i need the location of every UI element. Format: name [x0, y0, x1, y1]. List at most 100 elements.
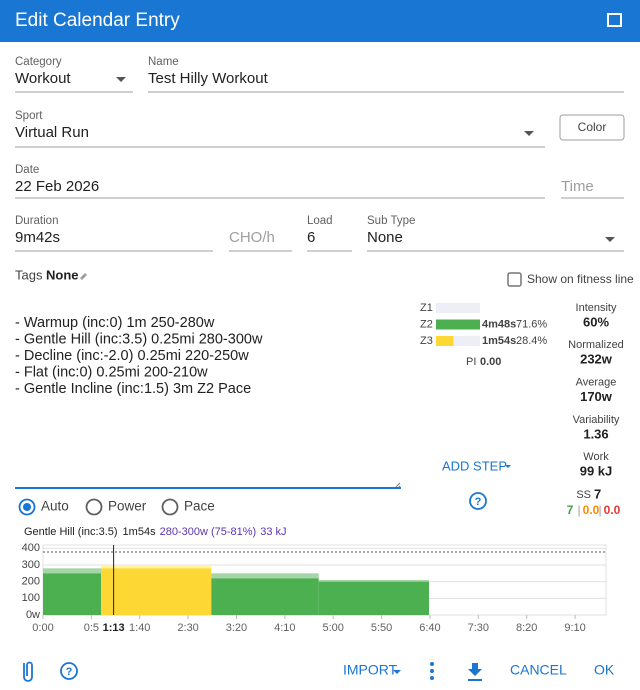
ss-part: 7 [567, 503, 574, 517]
radio[interactable] [85, 498, 103, 516]
help-glyph: ? [66, 666, 73, 678]
description-line: - Decline (inc:-2.0) 0.25mi 220-250w [15, 348, 249, 364]
dropdown-arrow[interactable] [605, 237, 615, 242]
dropdown-arrow[interactable] [116, 77, 126, 82]
step-range [318, 580, 429, 582]
add-step-button[interactable]: ADD STEP [442, 458, 507, 473]
stat-label: Variability [573, 414, 620, 426]
radio[interactable] [18, 498, 36, 516]
ss-label: SS [576, 489, 591, 501]
stat-value: 1.36 [583, 426, 608, 441]
zone-bar [436, 319, 480, 330]
field-label: Name [148, 56, 179, 68]
step-bar [101, 568, 212, 615]
ss-part: 0.0 [583, 503, 600, 517]
step-bar [318, 581, 429, 615]
stat-label: Normalized [568, 339, 624, 351]
x-tick-label: 5:50 [371, 622, 392, 634]
stat-label: Intensity [576, 302, 617, 314]
field-placeholder: CHO/h [229, 229, 275, 246]
zone-track [436, 336, 480, 346]
x-tick-label: 3:20 [226, 622, 247, 634]
dialog-title: Edit Calendar Entry [15, 10, 180, 31]
dropdown-arrow[interactable] [505, 465, 511, 468]
x-tick-label: 5:00 [322, 622, 343, 634]
y-tick-label: 300 [22, 559, 40, 571]
x-tick-label: 7:30 [468, 622, 489, 634]
x-tick-label: 4:10 [274, 622, 295, 634]
radio-label: Power [108, 499, 147, 514]
description-line: - Warmup (inc:0) 1m 250-280w [15, 315, 215, 331]
color-button[interactable] [559, 114, 625, 141]
zone-percent: 28.4% [516, 335, 547, 347]
step-range [211, 573, 319, 579]
field-value: 6 [307, 229, 315, 246]
field-placeholder: Time [561, 178, 594, 195]
zone-label: Z2 [420, 318, 433, 330]
field-label: Date [15, 164, 39, 176]
stat-label: Work [583, 451, 609, 463]
field-label: Sub Type [367, 215, 415, 227]
tags-label: Tags [15, 267, 43, 282]
y-tick-label: 200 [22, 576, 40, 588]
radio[interactable] [161, 498, 179, 516]
field-value: Workout [15, 70, 71, 87]
help-glyph: ? [475, 496, 482, 508]
step-range [101, 565, 212, 569]
checkbox-label: Show on fitness line [527, 272, 634, 286]
x-tick-label: 0:00 [32, 622, 53, 634]
hover-power: 280-300w (75-81%) [160, 526, 257, 538]
stat-label: Average [576, 377, 617, 389]
field-label: Load [307, 215, 333, 227]
stat-value: 99 kJ [580, 464, 613, 479]
dropdown-arrow[interactable] [524, 131, 534, 136]
maximize-button[interactable] [607, 13, 622, 27]
stat-value: 60% [583, 314, 609, 329]
ss-separator: | [598, 503, 601, 517]
x-tick-label: 9:10 [564, 622, 585, 634]
cursor-label: 1:13 [103, 622, 125, 634]
radio-dot [23, 503, 31, 511]
help-icon[interactable] [60, 662, 78, 680]
y-tick-label: 400 [22, 542, 40, 554]
x-tick-label: 8:20 [516, 622, 537, 634]
field-value: 22 Feb 2026 [15, 178, 99, 195]
x-tick-label: 2:30 [177, 622, 198, 634]
dropdown-arrow[interactable] [393, 670, 401, 674]
description-line: - Gentle Incline (inc:1.5) 3m Z2 Pace [15, 381, 251, 397]
ok-button[interactable]: OK [594, 662, 615, 678]
attach-icon[interactable] [23, 661, 33, 682]
zone-time: 4m48s [482, 318, 516, 330]
y-tick-label: 100 [22, 592, 40, 604]
x-tick-label: 6:40 [419, 622, 440, 634]
step-bar [43, 573, 102, 615]
field-label: Sport [15, 110, 43, 122]
description-line: - Flat (inc:0) 0.25mi 200-210w [15, 365, 208, 381]
cursor-label-bg [99, 621, 128, 635]
more-menu[interactable] [430, 662, 434, 680]
edit-icon[interactable] [80, 273, 87, 280]
field-value: None [367, 229, 403, 246]
header-bar [0, 0, 640, 42]
tags-value: None [46, 267, 79, 282]
hover-step: Gentle Hill (inc:3.5) [24, 526, 118, 538]
download-icon[interactable] [468, 663, 482, 681]
zone-label: Z3 [420, 335, 433, 347]
x-tick-label: 1:40 [129, 622, 150, 634]
color-button-label: Color [578, 120, 607, 134]
radio-label: Auto [41, 499, 69, 514]
cancel-button[interactable]: CANCEL [510, 662, 567, 678]
import-button[interactable]: IMPORT [343, 662, 398, 678]
description-line: - Gentle Hill (inc:3.5) 0.25mi 280-300w [15, 331, 263, 347]
zone-time: 1m54s [482, 335, 516, 347]
step-range [43, 568, 102, 574]
zone-percent: 71.6% [516, 318, 547, 330]
stat-value: 232w [580, 352, 613, 367]
field-value: Virtual Run [15, 124, 89, 141]
resize-handle[interactable] [395, 482, 401, 488]
pi-label: PI [466, 356, 476, 368]
checkbox[interactable] [507, 272, 522, 287]
help-icon[interactable] [469, 492, 487, 510]
step-bar [211, 578, 319, 615]
